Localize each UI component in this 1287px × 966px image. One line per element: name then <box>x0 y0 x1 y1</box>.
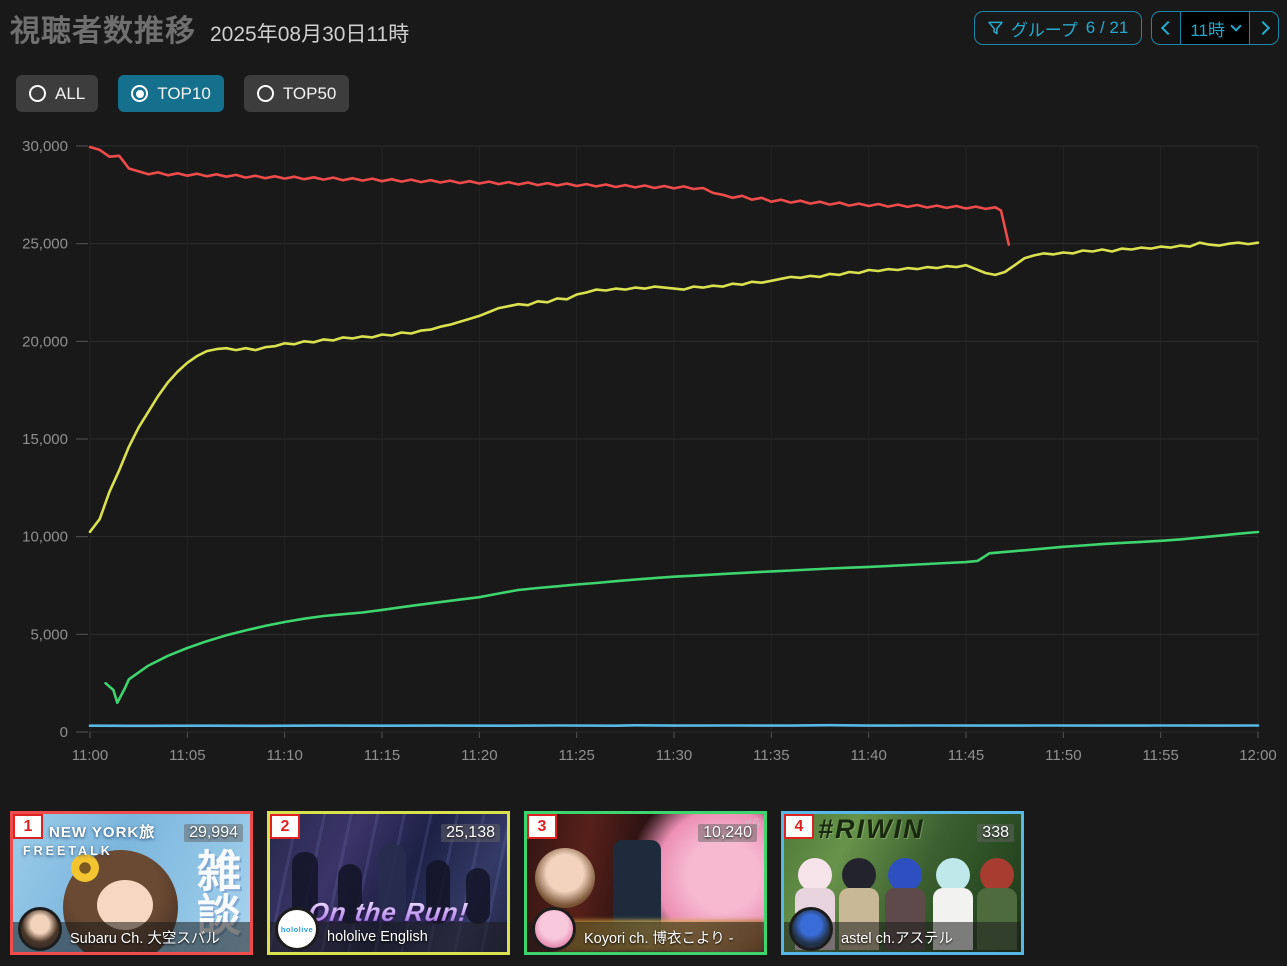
y-axis-label: 10,000 <box>22 529 68 546</box>
thumbnail-big-text: 雑談 <box>190 848 239 936</box>
rank-badge: 1 <box>13 814 43 839</box>
x-axis-label: 11:30 <box>656 747 692 764</box>
character-art <box>980 858 1014 892</box>
rank-badge: 3 <box>527 814 557 839</box>
hour-select-value: 11時 <box>1190 20 1225 40</box>
rank-card-3[interactable]: #6 10,240 3 Koyori ch. 博衣こより - <box>524 811 767 955</box>
rank-card-4[interactable]: #RIWIN 338 4 astel ch.アステル <box>781 811 1024 955</box>
character-art <box>888 858 922 892</box>
filter-top50-label: TOP50 <box>282 83 337 103</box>
character-art <box>798 858 832 892</box>
chevron-left-icon <box>1160 20 1175 36</box>
viewer-count: 25,138 <box>441 824 500 842</box>
radio-icon <box>131 85 149 102</box>
rank-card-1[interactable]: NEW YORK旅 FREETALK 雑談 29,994 1 Subaru Ch… <box>10 811 253 955</box>
page-header: 視聴者数推移 2025年08月30日11時 <box>10 6 409 50</box>
viewer-count-chart: 11:00 11:05 11:10 11:15 11:20 11:25 11:30 11:35… <box>22 138 1277 764</box>
x-axis-label: 11:55 <box>1142 747 1178 764</box>
filter-top10[interactable]: TOP10 <box>118 75 224 112</box>
x-axis-label: 11:05 <box>169 747 205 764</box>
filter-funnel-icon <box>988 21 1003 34</box>
character-art <box>97 880 153 930</box>
filter-all-label: ALL <box>55 83 86 103</box>
channel-avatar[interactable]: hololive <box>275 907 319 951</box>
rank-badge: 4 <box>784 814 814 839</box>
character-art <box>936 858 970 892</box>
series-line <box>104 530 1260 705</box>
character-art <box>466 868 490 924</box>
x-axis-label: 12:00 <box>1239 747 1277 764</box>
x-axis-label: 11:00 <box>72 747 108 764</box>
radio-icon <box>29 85 46 102</box>
chevron-right-icon <box>1255 20 1270 36</box>
hour-navigator: 11時 <box>1151 11 1279 45</box>
series-line <box>88 723 1260 728</box>
viewer-count: 338 <box>977 824 1014 842</box>
x-axis-label: 11:25 <box>558 747 594 764</box>
rank-badge: 2 <box>270 814 300 839</box>
viewer-count: 10,240 <box>698 824 757 842</box>
x-axis-label: 11:20 <box>461 747 497 764</box>
y-axis-label: 15,000 <box>22 431 68 448</box>
channel-name: Subaru Ch. 大空スバル <box>70 930 220 947</box>
character-art <box>613 840 661 934</box>
channel-avatar[interactable] <box>789 907 833 951</box>
character-art <box>535 848 595 908</box>
filter-all[interactable]: ALL <box>16 75 99 112</box>
x-axis-label: 11:50 <box>1045 747 1081 764</box>
thumbnail-text: #RIWIN <box>818 814 925 844</box>
filter-top10-label: TOP10 <box>157 83 211 103</box>
character-art <box>426 860 450 924</box>
x-axis-label: 11:45 <box>948 747 984 764</box>
hour-next-button[interactable] <box>1250 12 1278 44</box>
radio-icon <box>256 85 274 102</box>
channel-name: hololive English <box>327 929 428 945</box>
rank-card-2[interactable]: On the Run! 25,138 2 hololive English ho… <box>267 811 510 955</box>
sunflower-art <box>71 854 99 882</box>
page-title: 視聴者数推移 <box>10 15 196 48</box>
hour-prev-button[interactable] <box>1152 12 1180 44</box>
channel-name: Koyori ch. 博衣こより - <box>584 930 734 947</box>
x-axis-label: 11:35 <box>753 747 789 764</box>
group-filter-value: 6 / 21 <box>1085 18 1129 37</box>
x-axis-label: 11:10 <box>266 747 302 764</box>
x-axis-label: 11:40 <box>850 747 886 764</box>
scope-filters: ALL TOP10 TOP50 <box>16 75 350 112</box>
character-art <box>378 844 406 924</box>
y-axis-label: 0 <box>60 724 68 741</box>
group-filter-button[interactable]: グループ 6 / 21 <box>973 11 1143 45</box>
page-datetime: 2025年08月30日11時 <box>210 23 410 46</box>
channel-name: astel ch.アステル <box>841 930 953 947</box>
caret-down-icon <box>1230 20 1242 32</box>
avatar-logo-text: hololive <box>280 924 314 934</box>
header-controls: グループ 6 / 21 11時 <box>973 11 1279 45</box>
group-filter-label: グループ <box>1010 20 1078 40</box>
channel-avatar[interactable] <box>18 907 62 951</box>
thumbnail-text: NEW YORK旅 <box>49 824 156 841</box>
series-line <box>88 241 1260 534</box>
y-axis-label: 25,000 <box>22 236 68 253</box>
viewer-count: 29,994 <box>184 824 243 842</box>
y-axis-label: 20,000 <box>22 333 68 350</box>
y-axis-label: 5,000 <box>30 626 68 643</box>
hour-select[interactable]: 11時 <box>1180 12 1250 44</box>
thumbnail-text: FREETALK <box>23 844 113 858</box>
y-axis-label: 30,000 <box>22 138 68 155</box>
character-art <box>338 864 362 924</box>
series-line <box>88 145 1011 246</box>
filter-top50[interactable]: TOP50 <box>243 75 350 112</box>
channel-avatar[interactable] <box>532 907 576 951</box>
rank-cards: NEW YORK旅 FREETALK 雑談 29,994 1 Subaru Ch… <box>10 811 1024 955</box>
x-axis-label: 11:15 <box>364 747 400 764</box>
character-art <box>842 858 876 892</box>
